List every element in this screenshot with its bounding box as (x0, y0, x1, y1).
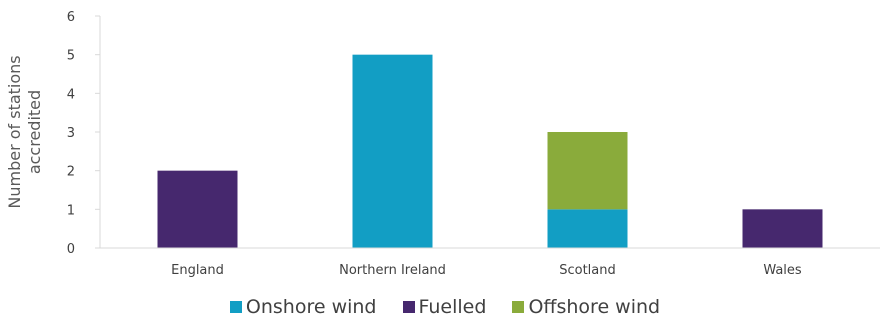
y-axis-title-line-1: Number of stationsaccredited (5, 55, 44, 208)
bar-offshore-wind (547, 132, 628, 210)
y-tick-label: 4 (67, 87, 75, 102)
chart: Number of stationsaccredited 0 1 2 3 4 5 6 Eng… (5, 10, 880, 278)
y-axis-ticks: 0 1 2 3 4 5 6 (67, 10, 100, 257)
legend-label: Offshore wind (528, 296, 661, 318)
x-axis-labels: England Northern Ireland Scotland Wales (171, 263, 802, 278)
bar-onshore-wind (352, 54, 433, 248)
legend-label: Fuelled (418, 296, 487, 318)
legend: Onshore wind Fuelled Offshore wind (0, 296, 890, 318)
x-tick-label: England (171, 263, 224, 278)
bars (157, 54, 823, 248)
y-tick-label: 1 (67, 203, 75, 218)
legend-swatch (512, 301, 525, 313)
y-tick-label: 0 (67, 242, 75, 257)
y-tick-label: 2 (67, 165, 75, 180)
y-axis-title: Number of stationsaccredited (5, 55, 44, 208)
y-tick-label: 5 (67, 49, 75, 64)
legend-item: Fuelled (402, 296, 487, 318)
legend-swatch (402, 301, 415, 313)
bar-onshore-wind (547, 209, 628, 248)
bar-fuelled (742, 209, 823, 248)
legend-item: Onshore wind (229, 296, 377, 318)
x-tick-label: Wales (763, 263, 802, 278)
legend-label: Onshore wind (245, 296, 377, 318)
y-tick-label: 3 (67, 126, 75, 141)
y-tick-label: 6 (67, 10, 75, 25)
legend-item: Offshore wind (512, 296, 660, 318)
x-tick-label: Scotland (559, 263, 616, 278)
bar-fuelled (157, 170, 238, 248)
legend-swatch (229, 301, 242, 313)
x-tick-label: Northern Ireland (339, 263, 446, 278)
